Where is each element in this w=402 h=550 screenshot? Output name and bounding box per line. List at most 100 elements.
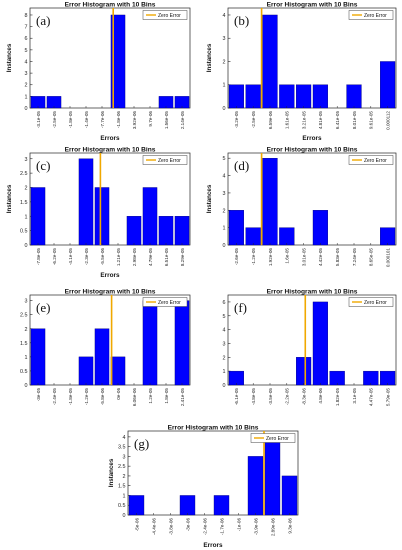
x-tick-label: -7.7e-06: [100, 111, 105, 129]
x-tick-label: 2.98e-05: [132, 248, 137, 267]
x-tick-label: 4.81e-05: [318, 111, 323, 130]
x-tick-label: 0.000101: [385, 248, 390, 268]
histogram-panel: Error Histogram with 10 Bins (a) 0 1 2 3 4 5 6 7 8…: [6, 2, 191, 142]
y-tick-label: 8: [25, 13, 28, 19]
panel-label: (a): [36, 13, 50, 28]
histogram-bar: [262, 158, 278, 246]
panel-label: (f): [234, 300, 247, 315]
legend-label: Zero Error: [158, 300, 181, 306]
x-tick-label: -1.2e-05: [84, 388, 89, 406]
y-tick-label: 3: [25, 71, 28, 77]
y-axis-label: Instances: [6, 184, 13, 213]
x-tick-label: -2.5e-05: [52, 111, 57, 129]
y-tick-label: 7: [25, 25, 28, 31]
x-tick-label: 3.92e-06: [132, 111, 137, 130]
histogram-bar: [279, 84, 295, 109]
chart-title: Error Histogram with 10 Bins: [267, 289, 358, 296]
histogram-bar: [245, 84, 261, 109]
histogram-bar: [346, 84, 362, 109]
legend-label: Zero Error: [266, 436, 289, 442]
histogram-bar: [30, 187, 46, 246]
histogram-bar: [296, 84, 312, 109]
histogram-panel: Error Histogram with 10 Bins (e) 0 0.5 1 1.5 2…: [20, 289, 191, 407]
plot-area: [29, 7, 191, 109]
x-tick-label: 5.83e-05: [335, 248, 340, 267]
x-tick-label: 1.92e-06: [268, 248, 273, 267]
y-tick-label: 2: [223, 208, 226, 214]
y-tick-label: 1: [25, 355, 28, 361]
histogram-bar: [363, 370, 379, 386]
x-tick-label: -3.2e-05: [234, 111, 239, 129]
x-tick-label: 3.21e-05: [301, 111, 306, 130]
y-tick-label: 2: [25, 186, 28, 192]
y-tick-label: 2: [223, 355, 226, 361]
y-tick-label: 3: [25, 299, 28, 305]
y-tick-label: 4: [25, 59, 28, 65]
y-tick-label: 2.5: [20, 171, 28, 177]
chart-title: Error Histogram with 10 Bins: [267, 2, 358, 9]
x-tick-label: -5.8e-06: [100, 388, 105, 406]
x-tick-label: -7.8e-05: [36, 248, 41, 266]
chart-title: Error Histogram with 10 Bins: [65, 147, 156, 154]
histogram-bar: [312, 210, 328, 246]
histogram-bar: [264, 436, 281, 516]
x-axis-label: Errors: [203, 542, 223, 549]
x-tick-label: -4.8e-05: [251, 388, 256, 406]
y-tick-label: 0.5: [20, 229, 28, 235]
x-tick-label: -5.5e-06: [100, 248, 105, 266]
x-tick-label: 9.3e-06: [287, 518, 292, 534]
y-tick-label: 0: [25, 243, 28, 249]
x-tick-label: 7.24e-05: [352, 248, 357, 267]
histogram-bar: [296, 357, 312, 386]
x-tick-label: 0.000112: [385, 111, 390, 130]
x-tick-label: -3e-05: [36, 388, 41, 402]
histogram-panel: Error Histogram with 10 Bins (f) 0 1 2 3 4 5 6 -6…: [223, 289, 397, 407]
y-tick-label: 4: [223, 174, 226, 180]
histogram-bar: [174, 216, 190, 246]
y-tick-label: 2: [123, 474, 126, 480]
x-tick-label: -2.3e-05: [84, 248, 89, 266]
y-tick-label: 5: [25, 48, 28, 54]
x-tick-label: -3e-06: [185, 518, 190, 532]
histogram-bar: [228, 84, 244, 109]
histogram-bar: [128, 495, 145, 516]
y-tick-label: 3: [123, 454, 126, 460]
x-tick-label: -1.7e-06: [219, 518, 224, 536]
y-tick-label: 1: [25, 94, 28, 100]
legend-box: [348, 155, 394, 165]
legend-box: [142, 155, 188, 165]
x-tick-label: 5.79e-05: [385, 388, 390, 407]
panel-label: (g): [134, 436, 149, 451]
x-tick-label: -3.1e-05: [36, 111, 41, 129]
histogram-bar: [78, 356, 94, 386]
x-tick-label: -1.2e-05: [251, 248, 256, 266]
histogram-bar: [174, 300, 190, 386]
x-tick-label: 6.06e-06: [132, 388, 137, 407]
legend-box: [348, 297, 394, 307]
panel-label: (b): [234, 13, 249, 28]
histogram-bar: [179, 495, 196, 516]
histogram-bar: [94, 187, 110, 246]
x-tick-label: 9.61e-05: [369, 111, 374, 130]
chart-title: Error Histogram with 10 Bins: [267, 147, 358, 154]
histogram-bar: [213, 495, 230, 516]
x-tick-label: -8.3e-06: [301, 388, 306, 406]
y-tick-label: 3: [223, 36, 226, 42]
x-axis-label: Errors: [302, 135, 322, 142]
histogram-panel: Error Histogram with 10 Bins (b) 0 1 2 3 4 -3.2…: [206, 2, 397, 142]
y-tick-label: 3.5: [118, 445, 126, 451]
x-tick-label: -2.4e-06: [202, 518, 207, 536]
x-tick-label: 6.51e-05: [164, 248, 169, 267]
x-tick-label: 1.6e-05: [285, 248, 290, 264]
histogram-bar: [142, 187, 158, 246]
y-tick-label: 0: [25, 383, 28, 389]
histogram-bar: [312, 84, 328, 109]
histogram-bar: [158, 216, 174, 246]
x-axis-label: Errors: [100, 272, 120, 279]
y-tick-label: 0.5: [20, 369, 28, 375]
y-tick-label: 0: [223, 243, 226, 249]
x-tick-label: -4.1e-05: [68, 248, 73, 266]
x-tick-label: -2.4e-05: [52, 388, 57, 406]
y-tick-label: 0: [123, 513, 126, 519]
x-tick-label: 2.41e-05: [180, 388, 185, 407]
